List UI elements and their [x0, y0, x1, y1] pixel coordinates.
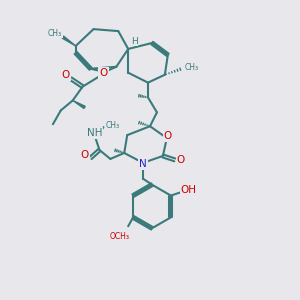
Polygon shape: [73, 100, 85, 109]
Text: O: O: [177, 155, 185, 165]
Text: CH₃: CH₃: [184, 63, 199, 72]
Text: H: H: [131, 37, 137, 46]
Text: O: O: [99, 68, 108, 78]
Text: OH: OH: [181, 184, 197, 195]
Text: CH₃: CH₃: [48, 28, 62, 38]
Text: CH₃: CH₃: [105, 121, 119, 130]
Polygon shape: [62, 36, 76, 46]
Text: O: O: [80, 150, 89, 160]
Text: N: N: [139, 159, 147, 169]
Text: O: O: [164, 131, 172, 141]
Text: NH: NH: [87, 128, 102, 138]
Text: O: O: [62, 70, 70, 80]
Text: OCH₃: OCH₃: [109, 232, 129, 241]
